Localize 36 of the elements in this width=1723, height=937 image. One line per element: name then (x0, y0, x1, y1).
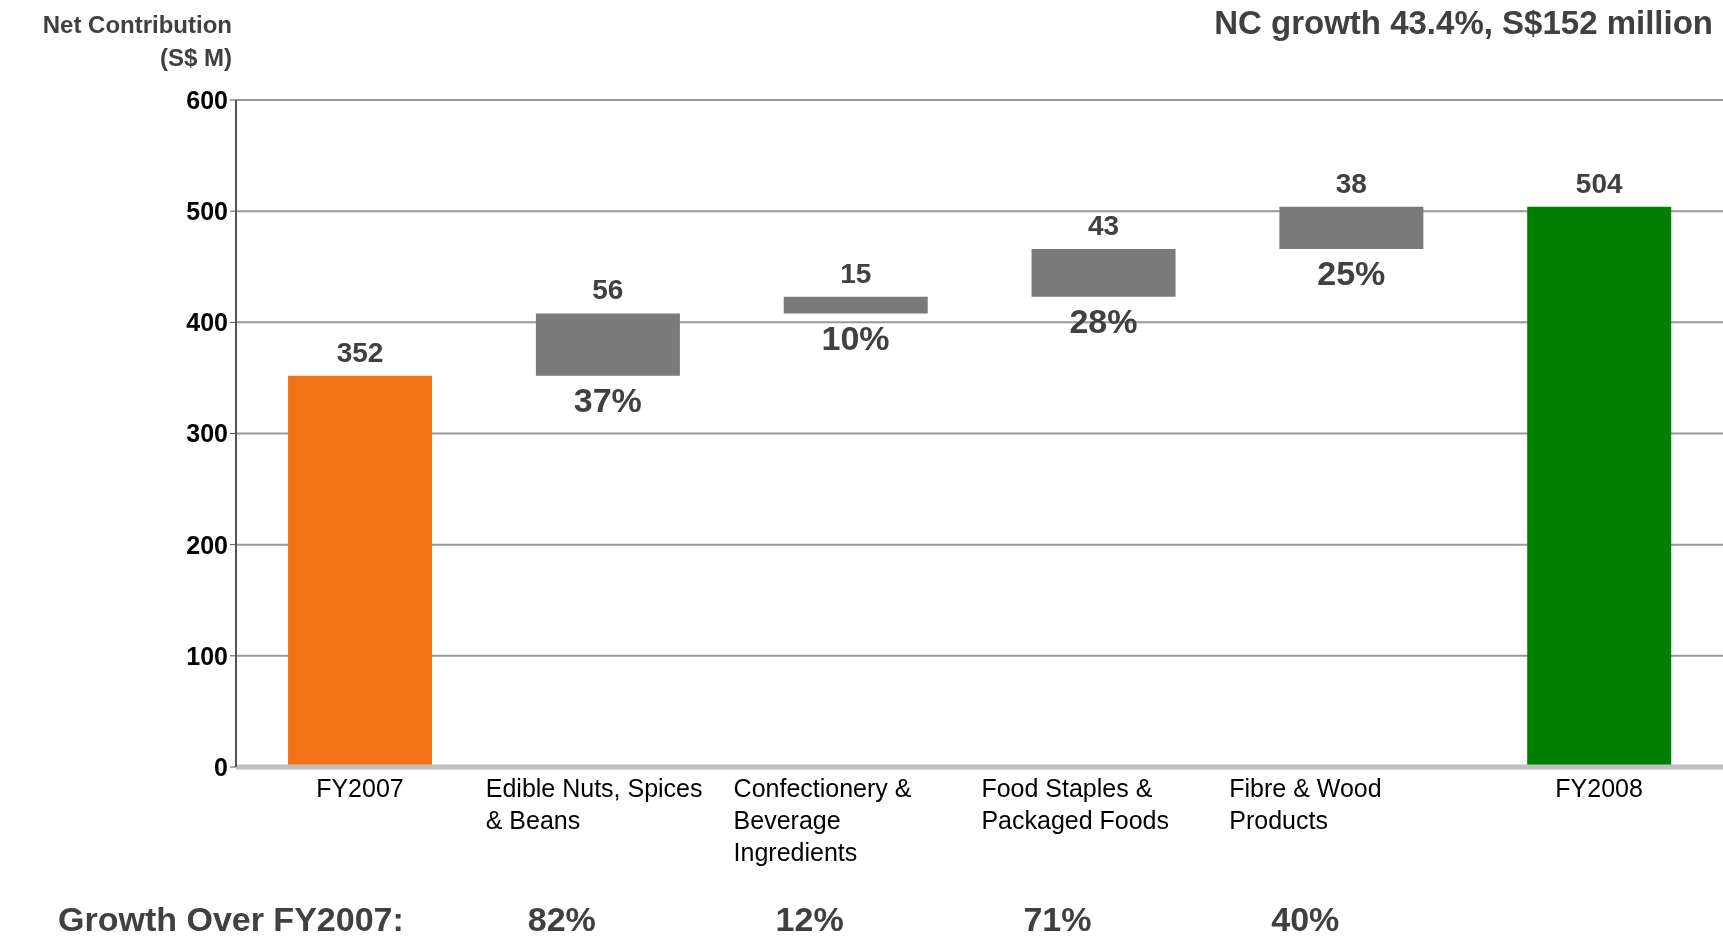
bar (783, 296, 928, 314)
y-tick-label: 100 (186, 641, 228, 670)
annotation: 37% (573, 380, 642, 419)
text: 82% (527, 900, 596, 937)
y-tick-label: 200 (186, 530, 228, 559)
x-tick-label: FY2008 (1555, 774, 1643, 802)
y-tick-label: 300 (186, 419, 228, 448)
y-axis-title: Net Contribution (S$ M) (41, 10, 232, 73)
data-label: 43 (1087, 209, 1120, 241)
y-tick-label: 500 (186, 197, 228, 226)
text: Growth Over FY2007: (58, 900, 404, 937)
x-tick-label: Food Staples & Packaged Foods (981, 774, 1170, 834)
x-tick-label: Edible Nuts, Spices & Beans (485, 774, 703, 834)
data-label: 38 (1335, 167, 1367, 199)
bar (535, 313, 680, 376)
data-label: 15 (840, 257, 872, 289)
data-label: 56 (592, 274, 624, 306)
bar (1031, 248, 1176, 297)
text: 40% (1271, 900, 1340, 937)
text: 71% (1023, 900, 1092, 937)
bar (1279, 206, 1424, 249)
data-label: 352 (336, 336, 384, 368)
annotation: 10% (821, 318, 890, 357)
chart-title: NC growth 43.4%, S$152 million (1214, 4, 1713, 42)
annotation: 28% (1069, 301, 1138, 340)
y-tick-label: 600 (186, 85, 228, 114)
y-tick-label: 0 (214, 752, 228, 781)
annotation: 25% (1317, 254, 1386, 293)
x-tick-label: Fibre & Wood Products (1229, 774, 1382, 834)
x-tick-label: Confectionery & Beverage Ingredients (733, 774, 912, 866)
bar (288, 375, 433, 767)
text: 12% (775, 900, 844, 937)
y-tick-label: 400 (186, 308, 228, 337)
data-label: 504 (1575, 167, 1623, 199)
x-tick-label: FY2007 (316, 774, 404, 802)
bar (1527, 206, 1672, 767)
